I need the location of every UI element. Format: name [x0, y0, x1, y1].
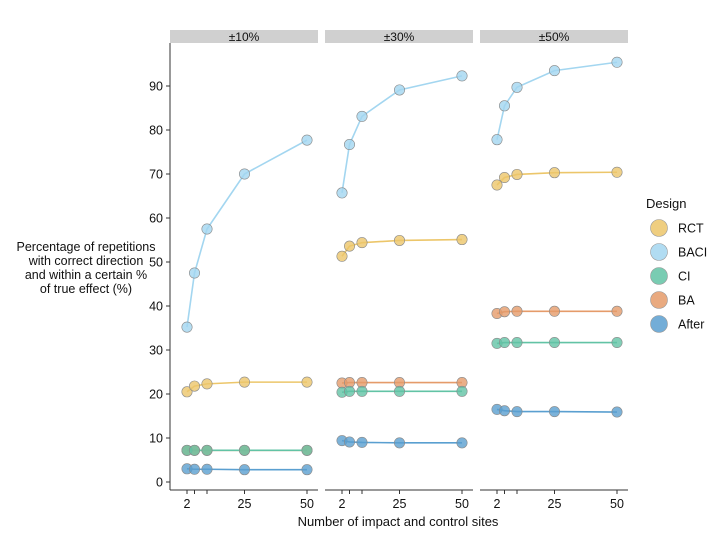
- point-after: [302, 464, 312, 474]
- legend-title: Design: [646, 196, 686, 211]
- point-rct: [202, 379, 212, 389]
- y-tick-label: 50: [149, 256, 163, 270]
- point-ci: [202, 445, 212, 455]
- point-after: [549, 406, 559, 416]
- point-rct: [499, 172, 509, 182]
- point-baci: [239, 169, 249, 179]
- point-baci: [612, 57, 622, 67]
- point-baci: [189, 268, 199, 278]
- facet-label: ±10%: [229, 30, 260, 44]
- point-baci: [202, 224, 212, 234]
- facet-label: ±30%: [384, 30, 415, 44]
- x-tick-label: 50: [610, 497, 624, 511]
- point-after: [344, 437, 354, 447]
- point-rct: [612, 167, 622, 177]
- point-after: [512, 406, 522, 416]
- point-rct: [512, 169, 522, 179]
- y-axis-title-line: with correct direction: [28, 254, 144, 268]
- point-ci: [457, 386, 467, 396]
- point-ci: [344, 386, 354, 396]
- x-tick-label: 25: [393, 497, 407, 511]
- x-tick-label: 2: [184, 497, 191, 511]
- legend-label: BA: [678, 294, 695, 308]
- point-ci: [302, 445, 312, 455]
- y-tick-label: 80: [149, 124, 163, 138]
- point-after: [239, 464, 249, 474]
- x-tick-label: 2: [494, 497, 501, 511]
- y-tick-label: 30: [149, 344, 163, 358]
- point-ba: [612, 306, 622, 316]
- point-ba: [549, 306, 559, 316]
- point-rct: [357, 237, 367, 247]
- point-ba: [499, 307, 509, 317]
- point-ci: [239, 445, 249, 455]
- point-baci: [337, 188, 347, 198]
- point-after: [499, 406, 509, 416]
- point-ci: [394, 386, 404, 396]
- point-ci: [549, 337, 559, 347]
- legend-label: BACI: [678, 246, 707, 260]
- legend-key-baci: [651, 244, 668, 261]
- point-baci: [499, 101, 509, 111]
- point-ci: [512, 337, 522, 347]
- x-tick-label: 50: [300, 497, 314, 511]
- legend-key-ci: [651, 268, 668, 285]
- point-rct: [394, 235, 404, 245]
- legend-label: After: [678, 318, 704, 332]
- point-rct: [549, 167, 559, 177]
- point-after: [357, 437, 367, 447]
- legend-label: RCT: [678, 222, 704, 236]
- point-after: [189, 464, 199, 474]
- y-axis-title-line: and within a certain %: [25, 268, 147, 282]
- point-baci: [512, 82, 522, 92]
- point-after: [202, 464, 212, 474]
- point-after: [457, 438, 467, 448]
- point-baci: [394, 85, 404, 95]
- point-rct: [189, 381, 199, 391]
- point-rct: [344, 241, 354, 251]
- point-baci: [344, 139, 354, 149]
- y-axis-title-line: Percentage of repetitions: [17, 240, 156, 254]
- legend-key-after: [651, 316, 668, 333]
- x-tick-label: 50: [455, 497, 469, 511]
- point-baci: [182, 322, 192, 332]
- point-after: [394, 438, 404, 448]
- point-rct: [457, 234, 467, 244]
- y-tick-label: 10: [149, 432, 163, 446]
- x-tick-label: 25: [548, 497, 562, 511]
- facet-label: ±50%: [539, 30, 570, 44]
- point-rct: [239, 377, 249, 387]
- point-ci: [612, 337, 622, 347]
- legend-key-ba: [651, 292, 668, 309]
- point-baci: [457, 71, 467, 81]
- point-baci: [357, 111, 367, 121]
- y-tick-label: 20: [149, 388, 163, 402]
- y-axis-title-line: of true effect (%): [40, 282, 132, 296]
- y-tick-label: 70: [149, 168, 163, 182]
- point-ba: [512, 306, 522, 316]
- point-after: [612, 407, 622, 417]
- point-ci: [357, 386, 367, 396]
- legend-label: CI: [678, 270, 691, 284]
- y-tick-label: 90: [149, 80, 163, 94]
- x-tick-label: 25: [238, 497, 252, 511]
- point-ci: [189, 445, 199, 455]
- point-rct: [302, 377, 312, 387]
- y-tick-label: 0: [156, 476, 163, 490]
- x-axis-title: Number of impact and control sites: [298, 514, 499, 529]
- y-tick-label: 40: [149, 300, 163, 314]
- point-baci: [492, 134, 502, 144]
- legend-key-rct: [651, 220, 668, 237]
- y-tick-label: 60: [149, 212, 163, 226]
- point-ci: [499, 337, 509, 347]
- legend: Design RCT BACI CI BA After: [646, 196, 707, 333]
- point-baci: [549, 65, 559, 75]
- point-baci: [302, 135, 312, 145]
- point-rct: [337, 251, 347, 261]
- x-tick-label: 2: [339, 497, 346, 511]
